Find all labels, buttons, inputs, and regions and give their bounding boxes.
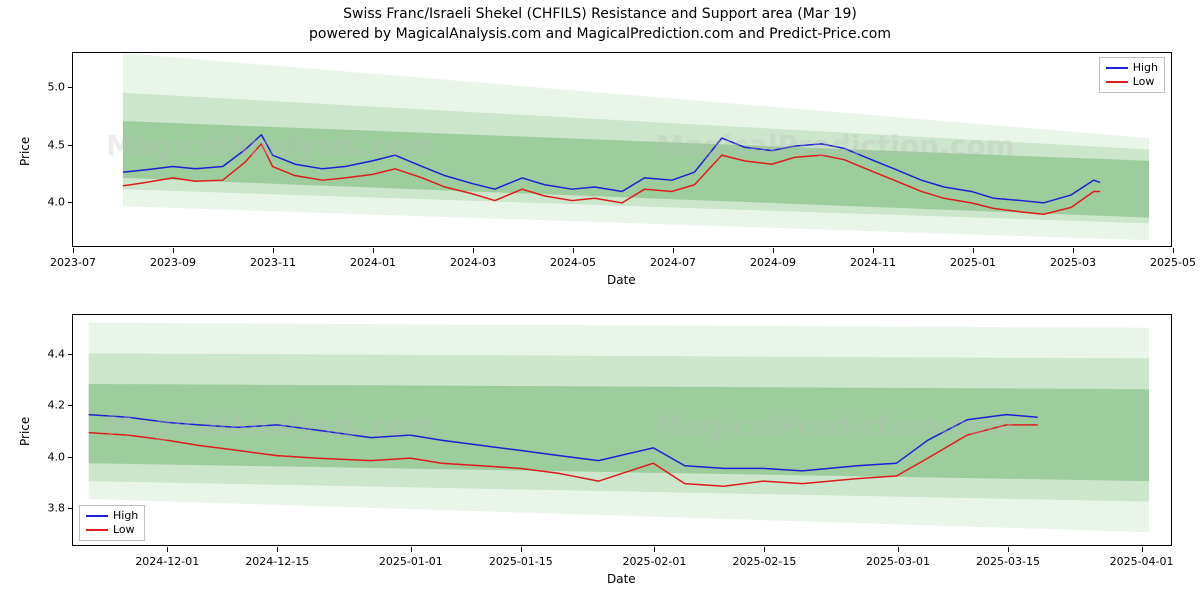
legend-swatch	[1106, 81, 1128, 83]
xtick-mark	[573, 248, 574, 253]
xtick-label: 2025-05	[1150, 256, 1196, 269]
legend-swatch	[86, 515, 108, 517]
legend-bottom: HighLow	[79, 505, 145, 541]
bottom-chart-svg	[73, 315, 1171, 545]
xtick-label: 2025-01-01	[379, 555, 443, 568]
top-chart-xlabel: Date	[607, 273, 636, 287]
legend-row: Low	[86, 523, 138, 537]
xtick-label: 2024-12-01	[135, 555, 199, 568]
legend-label: High	[1133, 61, 1158, 75]
legend-swatch	[1106, 67, 1128, 69]
xtick-label: 2024-01	[350, 256, 396, 269]
xtick-mark	[673, 248, 674, 253]
legend-row: Low	[1106, 75, 1158, 89]
xtick-label: 2023-09	[150, 256, 196, 269]
ytick-label: 4.2	[25, 399, 65, 412]
top-chart-panel: MagicalAnalysis.com MagicalPrediction.co…	[72, 52, 1172, 247]
xtick-mark	[898, 547, 899, 552]
xtick-mark	[277, 547, 278, 552]
xtick-label: 2025-03	[1050, 256, 1096, 269]
xtick-mark	[473, 248, 474, 253]
ytick-label: 4.0	[25, 196, 65, 209]
legend-swatch	[86, 529, 108, 531]
ytick-mark	[68, 145, 73, 146]
xtick-mark	[873, 248, 874, 253]
top-chart-svg	[73, 53, 1171, 246]
xtick-mark	[973, 248, 974, 253]
chart-title-main: Swiss Franc/Israeli Shekel (CHFILS) Resi…	[0, 6, 1200, 22]
xtick-label: 2024-12-15	[245, 555, 309, 568]
xtick-label: 2024-05	[550, 256, 596, 269]
ytick-label: 5.0	[25, 81, 65, 94]
figure: Swiss Franc/Israeli Shekel (CHFILS) Resi…	[0, 0, 1200, 600]
xtick-mark	[1008, 547, 1009, 552]
bottom-chart-xlabel: Date	[607, 572, 636, 586]
ytick-mark	[68, 354, 73, 355]
xtick-label: 2025-01	[950, 256, 996, 269]
bottom-chart-panel: MagicalAnalysis.com MagicalPrediction.co…	[72, 314, 1172, 546]
legend-label: Low	[113, 523, 135, 537]
xtick-mark	[373, 248, 374, 253]
xtick-label: 2023-11	[250, 256, 296, 269]
xtick-mark	[73, 248, 74, 253]
xtick-mark	[521, 547, 522, 552]
ytick-mark	[68, 508, 73, 509]
legend-row: High	[1106, 61, 1158, 75]
xtick-label: 2023-07	[50, 256, 96, 269]
xtick-label: 2025-03-15	[976, 555, 1040, 568]
xtick-mark	[773, 248, 774, 253]
xtick-label: 2025-02-15	[732, 555, 796, 568]
ytick-label: 4.0	[25, 450, 65, 463]
xtick-mark	[1142, 547, 1143, 552]
ytick-mark	[68, 457, 73, 458]
ytick-mark	[68, 405, 73, 406]
xtick-label: 2024-11	[850, 256, 896, 269]
ytick-label: 4.4	[25, 347, 65, 360]
ytick-mark	[68, 202, 73, 203]
xtick-label: 2024-03	[450, 256, 496, 269]
xtick-label: 2025-02-01	[622, 555, 686, 568]
ytick-label: 3.8	[25, 502, 65, 515]
xtick-label: 2025-03-01	[866, 555, 930, 568]
xtick-label: 2025-04-01	[1110, 555, 1174, 568]
xtick-label: 2025-01-15	[489, 555, 553, 568]
xtick-mark	[273, 248, 274, 253]
xtick-mark	[411, 547, 412, 552]
xtick-mark	[654, 547, 655, 552]
xtick-mark	[167, 547, 168, 552]
legend-row: High	[86, 509, 138, 523]
xtick-mark	[1073, 248, 1074, 253]
xtick-label: 2024-07	[650, 256, 696, 269]
legend-label: High	[113, 509, 138, 523]
top-chart-ylabel: Price	[18, 136, 32, 165]
xtick-mark	[1173, 248, 1174, 253]
xtick-label: 2024-09	[750, 256, 796, 269]
xtick-mark	[173, 248, 174, 253]
ytick-mark	[68, 87, 73, 88]
legend-label: Low	[1133, 75, 1155, 89]
legend-top: HighLow	[1099, 57, 1165, 93]
xtick-mark	[764, 547, 765, 552]
chart-title-sub: powered by MagicalAnalysis.com and Magic…	[0, 26, 1200, 42]
bottom-chart-ylabel: Price	[18, 417, 32, 446]
